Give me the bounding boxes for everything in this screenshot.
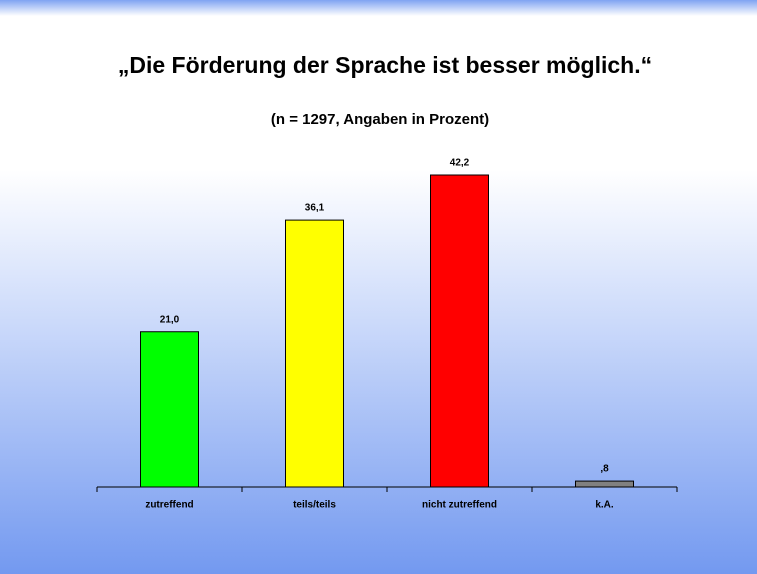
value-label: 36,1 <box>305 203 325 214</box>
chart-subtitle: (n = 1297, Angaben in Prozent) <box>271 111 489 128</box>
x-tick-label: nicht zutreffend <box>422 500 497 511</box>
bar <box>430 174 489 488</box>
value-label: ,8 <box>600 464 609 475</box>
value-label: 42,2 <box>450 158 470 169</box>
x-tick-label: k.A. <box>595 500 614 511</box>
bar <box>140 331 199 488</box>
bar <box>285 219 344 488</box>
value-label: 21,0 <box>160 314 180 325</box>
x-tick-label: teils/teils <box>293 500 336 511</box>
bar <box>575 480 634 488</box>
chart-title: „Die Förderung der Sprache ist besser mö… <box>118 52 652 78</box>
x-tick-label: zutreffend <box>145 500 193 511</box>
